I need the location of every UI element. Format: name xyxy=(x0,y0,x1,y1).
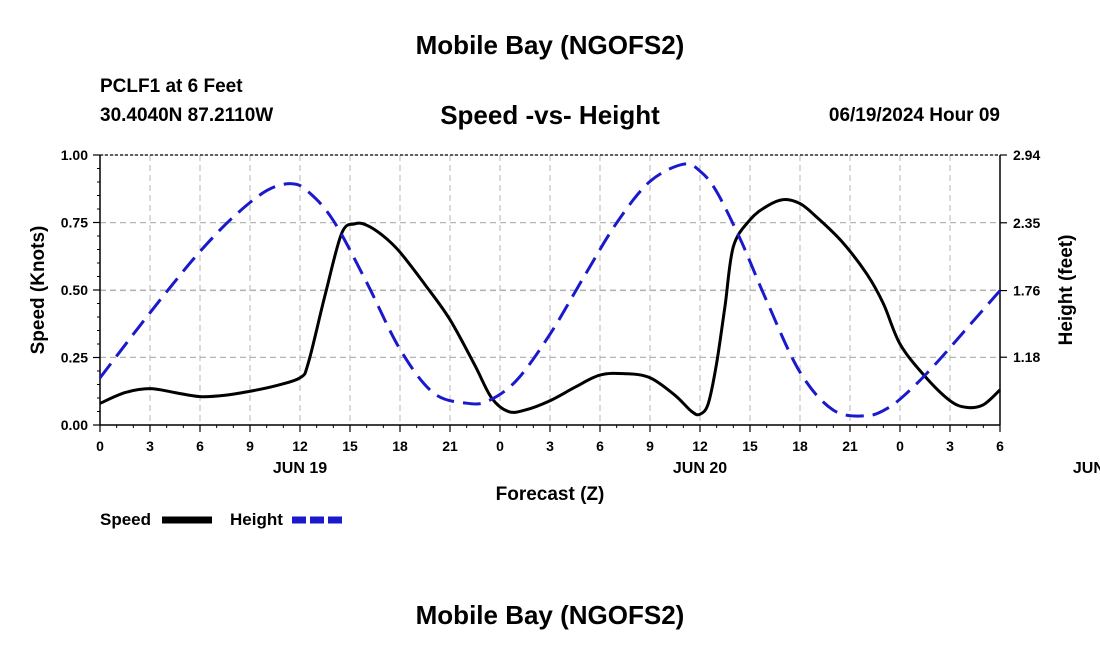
x-tick-label: 12 xyxy=(692,438,708,454)
x-tick-label: 9 xyxy=(646,438,654,454)
x-tick-label: 12 xyxy=(292,438,308,454)
chart-title: Mobile Bay (NGOFS2) xyxy=(415,30,685,60)
x-tick-label: 9 xyxy=(246,438,254,454)
y-right-axis-title: Height (feet) xyxy=(1056,235,1077,346)
chart-subtitle: Speed -vs- Height xyxy=(440,100,660,130)
x-tick-label: 0 xyxy=(96,438,104,454)
legend-height-label: Height xyxy=(230,510,283,529)
x-tick-label: 6 xyxy=(996,438,1004,454)
x-tick-label: 15 xyxy=(342,438,358,454)
date-label: JUN 19 xyxy=(273,460,327,477)
x-tick-label: 3 xyxy=(946,438,954,454)
x-tick-label: 15 xyxy=(742,438,758,454)
x-tick-label: 0 xyxy=(896,438,904,454)
x-tick-label: 18 xyxy=(792,438,808,454)
footer-title: Mobile Bay (NGOFS2) xyxy=(415,600,685,630)
y-left-tick-label: 0.25 xyxy=(61,350,88,366)
y-left-axis-title: Speed (Knots) xyxy=(28,226,49,355)
y-right-tick-label: 2.35 xyxy=(1013,215,1040,231)
x-tick-label: 3 xyxy=(146,438,154,454)
y-left-tick-label: 0.00 xyxy=(61,417,88,433)
coordinates-label: 30.4040N 87.2110W xyxy=(100,105,274,126)
x-tick-label: 21 xyxy=(442,438,458,454)
legend-speed-label: Speed xyxy=(100,510,152,529)
height-series-line xyxy=(98,162,1002,418)
y-right-tick-label: 2.94 xyxy=(1013,147,1040,163)
y-left-tick-label: 0.50 xyxy=(61,282,88,298)
forecast-datetime: 06/19/2024 Hour 09 xyxy=(828,105,1000,126)
y-left-tick-label: 0.75 xyxy=(61,215,88,231)
date-label: JUN 20 xyxy=(673,460,727,477)
y-right-tick-label: 1.76 xyxy=(1013,283,1040,299)
date-label: JUN 21 xyxy=(1073,460,1100,477)
x-tick-label: 6 xyxy=(596,438,604,454)
station-label: PCLF1 at 6 Feet xyxy=(100,76,243,97)
x-tick-label: 21 xyxy=(842,438,858,454)
speed-series-line xyxy=(99,198,1002,417)
x-tick-label: 3 xyxy=(546,438,554,454)
y-right-tick-label: 1.18 xyxy=(1013,349,1040,365)
x-tick-label: 18 xyxy=(392,438,408,454)
x-axis-title: Forecast (Z) xyxy=(496,484,605,505)
x-tick-label: 0 xyxy=(496,438,504,454)
x-tick-label: 6 xyxy=(196,438,204,454)
y-left-tick-label: 1.00 xyxy=(61,147,88,163)
